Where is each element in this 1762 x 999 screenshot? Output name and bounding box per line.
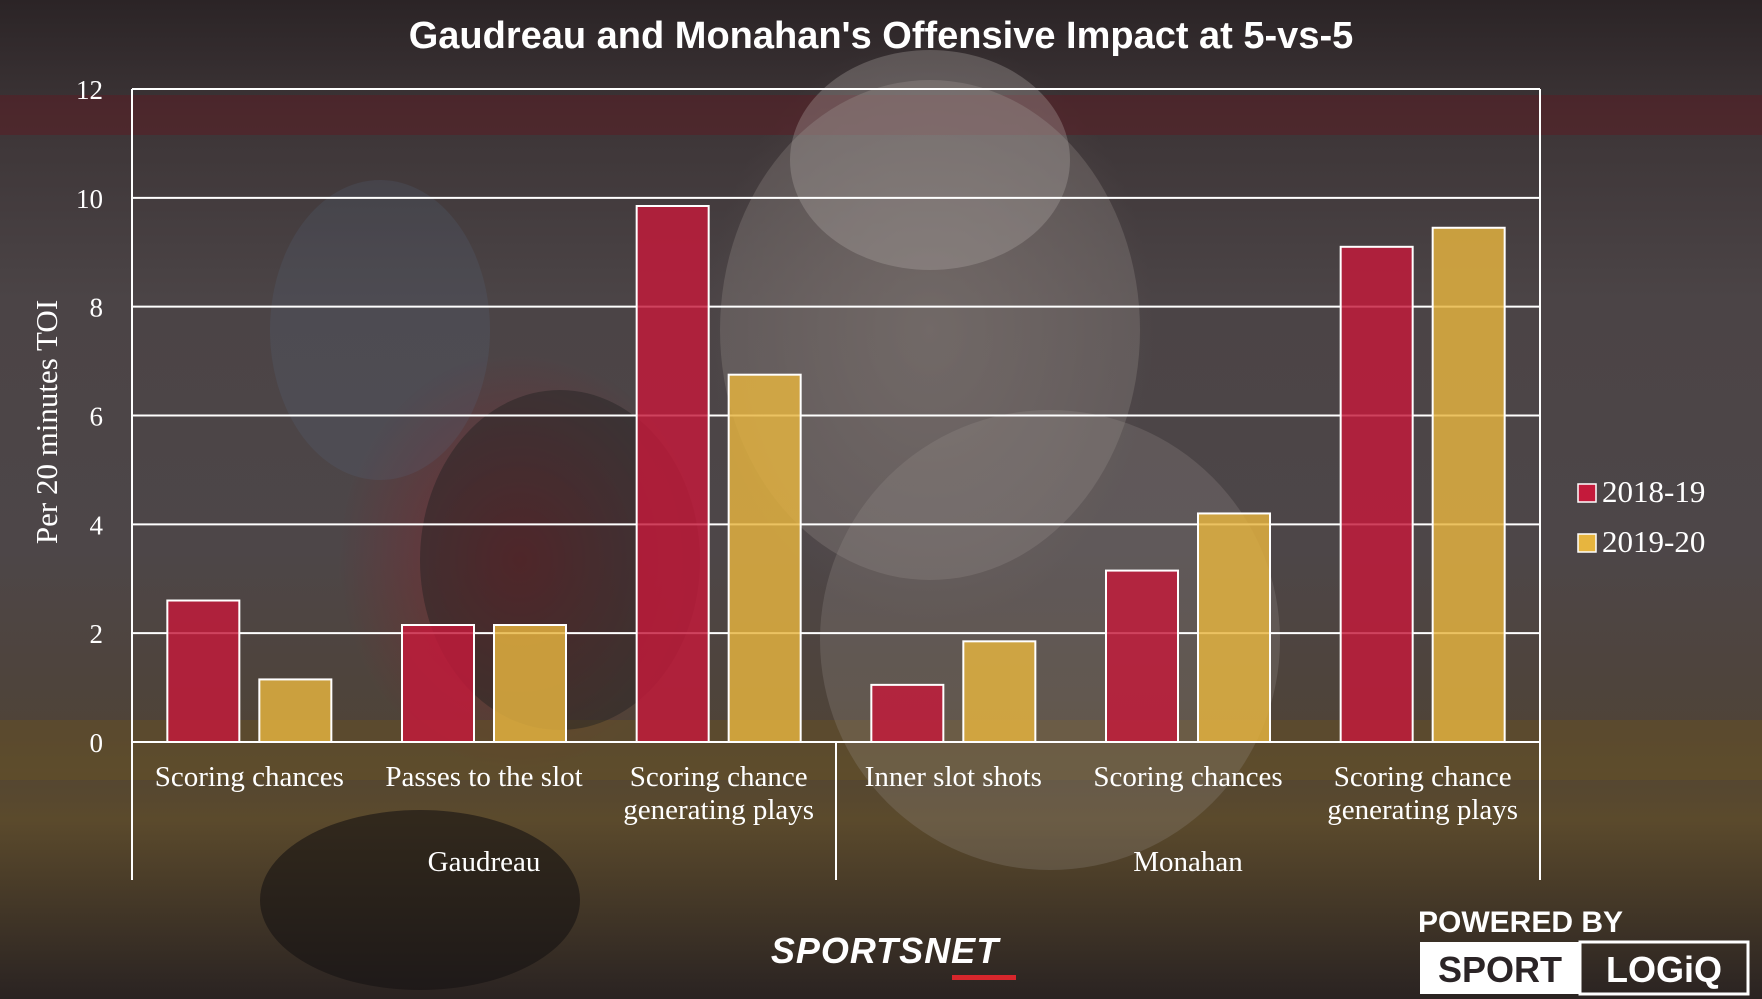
bars: [166, 204, 1506, 744]
category-label: Scoring chance: [630, 761, 808, 793]
category-label: Scoring chance: [1334, 761, 1512, 793]
sportlogiq-logo: POWERED BY SPORT LOGiQ: [1418, 906, 1750, 996]
sportsnet-logo: SPORTSNET: [771, 930, 1016, 980]
gridlines: [131, 88, 1541, 743]
sportsnet-wordmark: SPORTSNET: [771, 930, 1001, 971]
y-tick-label: 10: [76, 184, 103, 214]
bar-2018-19-0: [166, 599, 241, 743]
category-label: Scoring chances: [155, 761, 344, 793]
legend-label: 2018-19: [1602, 474, 1705, 509]
logo-right-text: LOGiQ: [1606, 949, 1722, 990]
bar-2018-19-1: [401, 624, 475, 743]
y-tick-label: 0: [90, 728, 104, 758]
y-tick-label: 6: [90, 402, 104, 432]
bar-2019-20-3: [962, 640, 1037, 743]
bar-2018-19-5: [1339, 245, 1414, 744]
logo-box-outline: [1578, 940, 1750, 996]
sportsnet-underline: [952, 975, 1016, 980]
y-tick-labels: 0 2 4 6 8 10 12: [76, 75, 104, 758]
bar-2019-20-2: [727, 373, 802, 743]
category-label: Scoring chances: [1093, 761, 1282, 793]
bar-2019-20-0: [258, 678, 333, 744]
bar-2019-20-4: [1197, 512, 1271, 744]
bar-2018-19-3: [870, 683, 945, 743]
legend-swatch: [1577, 533, 1597, 553]
y-tick-label: 12: [76, 75, 103, 105]
y-tick-label: 2: [90, 619, 104, 649]
y-axis-label: Per 20 minutes TOI: [29, 300, 64, 544]
powered-by-text: POWERED BY: [1418, 906, 1623, 939]
category-label: generating plays: [623, 794, 814, 826]
bar-2019-20-5: [1431, 226, 1506, 743]
category-label: generating plays: [1327, 794, 1518, 826]
logo-box-light: [1420, 942, 1580, 994]
y-tick-label: 8: [90, 293, 104, 323]
y-tick-label: 4: [90, 510, 104, 540]
category-label: Inner slot shots: [865, 761, 1042, 793]
category-labels: Scoring chances Passes to the slot Scoring…: [155, 761, 1518, 826]
group-labels: Gaudreau Monahan: [131, 742, 1541, 880]
logo-left-text: SPORT: [1438, 949, 1562, 990]
bar-2018-19-2: [635, 204, 710, 743]
legend: 2018-19 2019-20: [1577, 474, 1705, 559]
group-label: Monahan: [1133, 846, 1243, 878]
legend-label: 2019-20: [1602, 524, 1705, 559]
chart-title: Gaudreau and Monahan's Offensive Impact …: [409, 15, 1354, 57]
category-label: Passes to the slot: [385, 761, 582, 793]
group-label: Gaudreau: [428, 846, 541, 878]
bar-2019-20-1: [493, 624, 567, 743]
bar-2018-19-4: [1105, 569, 1179, 744]
legend-swatch: [1577, 483, 1597, 503]
